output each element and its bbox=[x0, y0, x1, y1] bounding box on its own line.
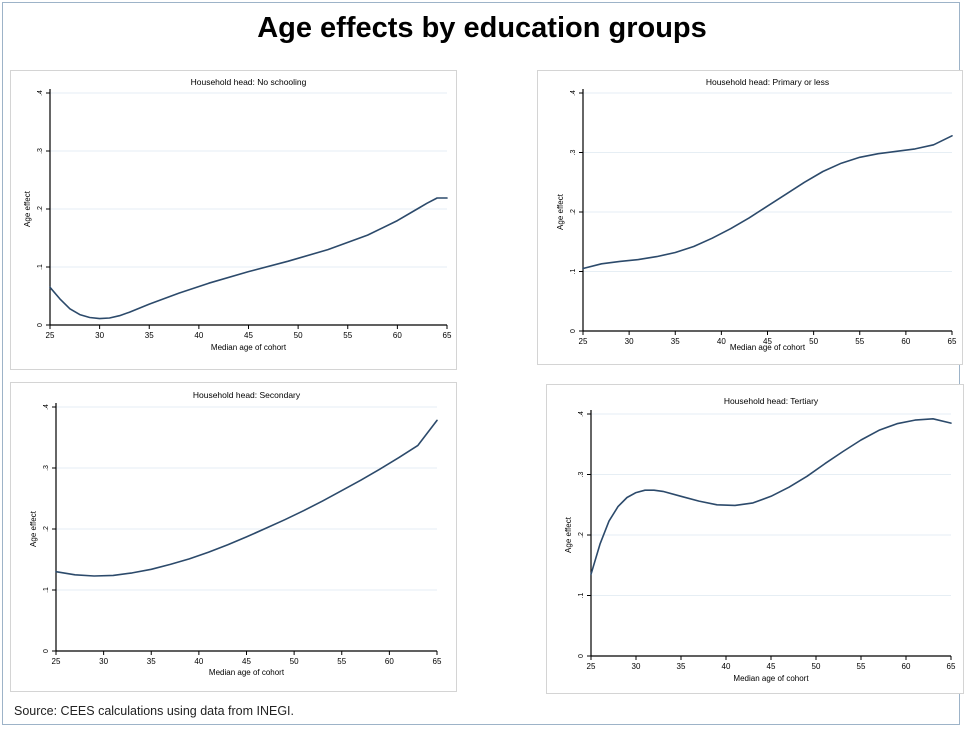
x-tick-label: 30 bbox=[625, 337, 634, 346]
series-line bbox=[590, 417, 952, 576]
series-line bbox=[49, 197, 448, 320]
chart-tertiary: 0 .1 .2 .3 .4 25 30 35 40 45 50 55 60 65 Median age of… bbox=[564, 396, 956, 683]
y-tick-label: .3 bbox=[570, 149, 577, 155]
chart-title: Household head: Primary or less bbox=[706, 77, 829, 87]
x-tick-label: 40 bbox=[722, 662, 731, 671]
y-axis-label: Age effect bbox=[556, 193, 565, 230]
y-tick-label: .2 bbox=[570, 209, 577, 215]
x-tick-label: 40 bbox=[717, 337, 726, 346]
x-tick-label: 25 bbox=[587, 662, 596, 671]
x-tick-label: 35 bbox=[677, 662, 686, 671]
x-tick-label: 30 bbox=[632, 662, 641, 671]
x-tick-label: 60 bbox=[385, 657, 394, 666]
x-tick-label: 50 bbox=[290, 657, 299, 666]
y-tick-label: .1 bbox=[570, 268, 577, 274]
x-tick-label: 25 bbox=[46, 331, 55, 340]
x-tick-label: 50 bbox=[809, 337, 818, 346]
chart-panel-primary: 0 .1 .2 .3 .4 25 30 35 40 45 50 55 60 65 Median age of… bbox=[537, 70, 963, 365]
x-tick-label: 45 bbox=[242, 657, 251, 666]
x-tick-label: 60 bbox=[393, 331, 402, 340]
x-axis-label: Median age of cohort bbox=[733, 674, 809, 683]
x-tick-label: 55 bbox=[337, 657, 346, 666]
x-tick-label: 40 bbox=[194, 331, 203, 340]
x-tick-label: 35 bbox=[671, 337, 680, 346]
y-tick-label: 0 bbox=[37, 323, 44, 327]
y-tick-label: .3 bbox=[578, 471, 585, 477]
chart-panel-tertiary: 0 .1 .2 .3 .4 25 30 35 40 45 50 55 60 65 Median age of… bbox=[546, 384, 964, 694]
y-tick-label: .3 bbox=[43, 465, 50, 471]
x-tick-label: 60 bbox=[901, 337, 910, 346]
y-axis-label: Age effect bbox=[29, 510, 38, 547]
y-tick-label: .3 bbox=[37, 148, 44, 154]
x-tick-label: 25 bbox=[579, 337, 588, 346]
source-note: Source: CEES calculations using data fro… bbox=[14, 704, 294, 718]
x-tick-label: 45 bbox=[767, 662, 776, 671]
y-tick-label: .4 bbox=[43, 404, 50, 410]
x-tick-label: 60 bbox=[902, 662, 911, 671]
chart-title: Household head: No schooling bbox=[191, 77, 307, 87]
y-tick-label: .2 bbox=[578, 532, 585, 538]
x-tick-label: 35 bbox=[147, 657, 156, 666]
y-tick-label: .4 bbox=[570, 90, 577, 96]
x-tick-label: 30 bbox=[99, 657, 108, 666]
y-tick-label: .1 bbox=[43, 587, 50, 593]
x-tick-label: 50 bbox=[812, 662, 821, 671]
x-axis-label: Median age of cohort bbox=[730, 343, 806, 352]
x-tick-label: 45 bbox=[763, 337, 772, 346]
series-line bbox=[582, 135, 953, 270]
x-tick-label: 65 bbox=[443, 331, 452, 340]
chart-primary: 0 .1 .2 .3 .4 25 30 35 40 45 50 55 60 65 Median age of… bbox=[556, 77, 957, 352]
chart-secondary: 0 .1 .2 .3 .4 25 30 35 40 45 50 55 60 65 Median age of… bbox=[29, 390, 442, 677]
x-tick-label: 55 bbox=[855, 337, 864, 346]
y-tick-label: .1 bbox=[578, 592, 585, 598]
y-tick-label: 0 bbox=[578, 654, 585, 658]
page-title: Age effects by education groups bbox=[257, 12, 707, 44]
y-tick-label: .1 bbox=[37, 264, 44, 270]
y-tick-label: 0 bbox=[43, 649, 50, 653]
y-tick-label: 0 bbox=[570, 329, 577, 333]
chart-panel-secondary: 0 .1 .2 .3 .4 25 30 35 40 45 50 55 60 65 Median age of… bbox=[10, 382, 457, 692]
x-axis-label: Median age of cohort bbox=[209, 668, 285, 677]
x-tick-label: 65 bbox=[433, 657, 442, 666]
y-tick-label: .2 bbox=[37, 206, 44, 212]
x-tick-label: 40 bbox=[194, 657, 203, 666]
y-tick-label: .2 bbox=[43, 526, 50, 532]
chart-no-schooling: 0 .1 .2 .3 .4 25 30 35 40 45 50 55 60 65 Median age of… bbox=[23, 77, 452, 352]
series-line bbox=[55, 419, 438, 577]
chart-panel-no-schooling: 0 .1 .2 .3 .4 25 30 35 40 45 50 55 60 65 Median age of… bbox=[10, 70, 457, 370]
x-tick-label: 65 bbox=[948, 337, 957, 346]
y-tick-label: .4 bbox=[578, 411, 585, 417]
x-tick-label: 45 bbox=[244, 331, 253, 340]
x-tick-label: 35 bbox=[145, 331, 154, 340]
x-tick-label: 55 bbox=[343, 331, 352, 340]
x-tick-label: 30 bbox=[95, 331, 104, 340]
x-axis-label: Median age of cohort bbox=[211, 343, 287, 352]
y-axis-label: Age effect bbox=[564, 516, 573, 553]
x-tick-label: 55 bbox=[857, 662, 866, 671]
chart-title: Household head: Tertiary bbox=[724, 396, 819, 406]
y-axis-label: Age effect bbox=[23, 190, 32, 227]
y-tick-label: .4 bbox=[37, 90, 44, 96]
x-tick-label: 25 bbox=[52, 657, 61, 666]
chart-title: Household head: Secondary bbox=[193, 390, 301, 400]
x-tick-label: 50 bbox=[294, 331, 303, 340]
x-tick-label: 65 bbox=[947, 662, 956, 671]
